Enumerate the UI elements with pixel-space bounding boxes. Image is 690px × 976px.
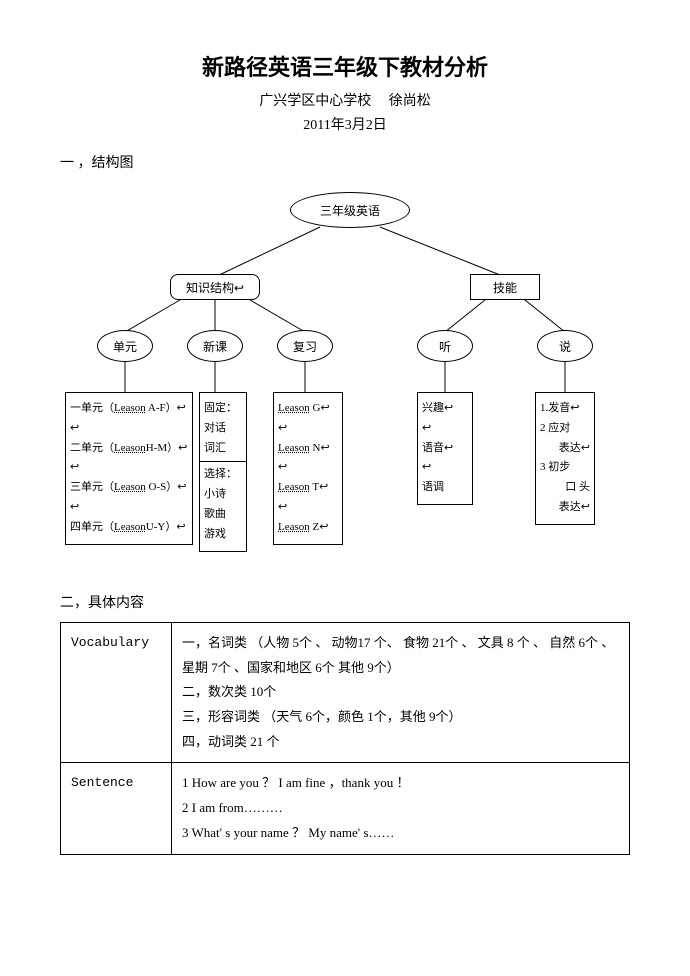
- node-newlesson: 新课: [187, 330, 243, 362]
- leaf-speak: 1.发音↩ 2 应对 表达↩ 3 初步 口 头 表达↩: [535, 392, 595, 525]
- sentence-label: Sentence: [61, 763, 172, 854]
- content-table: Vocabulary 一，名词类 （人物 5个 、 动物17 个、 食物 21个…: [60, 622, 630, 855]
- author: 徐尚松: [389, 94, 431, 109]
- leaf-listen: 兴趣↩ ↩ 语音↩ ↩ 语调: [417, 392, 473, 505]
- vocab-cell: 一，名词类 （人物 5个 、 动物17 个、 食物 21个 、 文具 8 个 、…: [172, 623, 630, 763]
- page-title: 新路径英语三年级下教材分析: [60, 50, 630, 82]
- leaf-review: Leason G↩ ↩ Leason N↩ ↩ Leason T↩ ↩ Leas…: [273, 392, 343, 545]
- leaf-newlesson: 固定： 对话 词汇 选择： 小诗 歌曲 游戏: [199, 392, 247, 552]
- date: 2011年3月2日: [60, 114, 630, 134]
- node-speak: 说: [537, 330, 593, 362]
- subtitle-line: 广兴学区中心学校 徐尚松: [60, 90, 630, 110]
- leaf-units: 一单元（Leason A-F）↩ ↩ 二单元（LeasonH-M）↩ ↩ 三单元…: [65, 392, 193, 545]
- node-unit: 单元: [97, 330, 153, 362]
- node-root: 三年级英语: [290, 192, 410, 228]
- node-knowledge: 知识结构↩: [170, 274, 260, 300]
- node-listen: 听: [417, 330, 473, 362]
- table-row: Vocabulary 一，名词类 （人物 5个 、 动物17 个、 食物 21个…: [61, 623, 630, 763]
- node-skill: 技能: [470, 274, 540, 300]
- section-1-head: 一 ，结构图: [60, 152, 630, 172]
- vocab-label: Vocabulary: [61, 623, 172, 763]
- table-row: Sentence 1 How are you ？ I am fine ，than…: [61, 763, 630, 854]
- section-2-head: 二，具体内容: [60, 592, 630, 612]
- school: 广兴学区中心学校: [259, 94, 371, 109]
- structure-diagram: 三年级英语 知识结构↩ 技能 单元 新课 复习 听 说 一单元（Leason A…: [65, 182, 625, 562]
- sentence-cell: 1 How are you ？ I am fine ，thank you ！ 2…: [172, 763, 630, 854]
- node-review: 复习: [277, 330, 333, 362]
